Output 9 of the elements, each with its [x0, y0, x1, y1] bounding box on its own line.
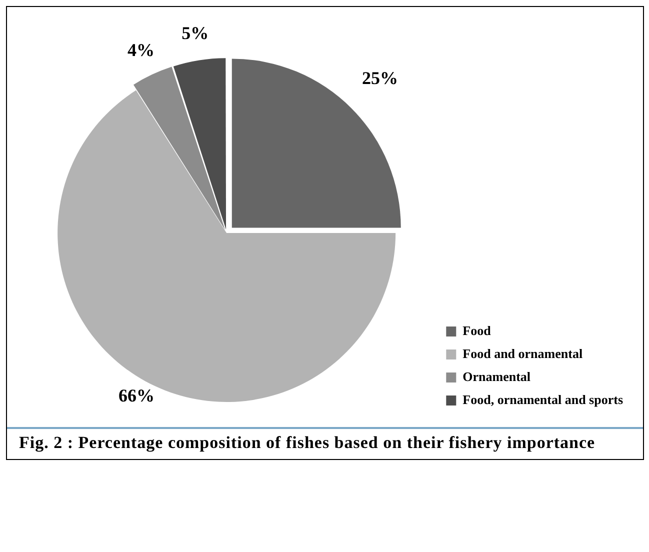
data-label: 4%	[127, 40, 154, 60]
legend-label: Food and ornamental	[462, 346, 583, 361]
legend-label: Ornamental	[462, 368, 531, 384]
data-label: 66%	[118, 386, 154, 406]
text: Fig. 2 : Percentage composition of fishes based on their fishery importance	[7, 427, 643, 459]
legend-label: Food	[462, 322, 492, 338]
data-label: 25%	[362, 68, 398, 88]
legend-label: Food, ornamental and sports	[462, 392, 624, 407]
data-label: 5%	[182, 23, 209, 44]
